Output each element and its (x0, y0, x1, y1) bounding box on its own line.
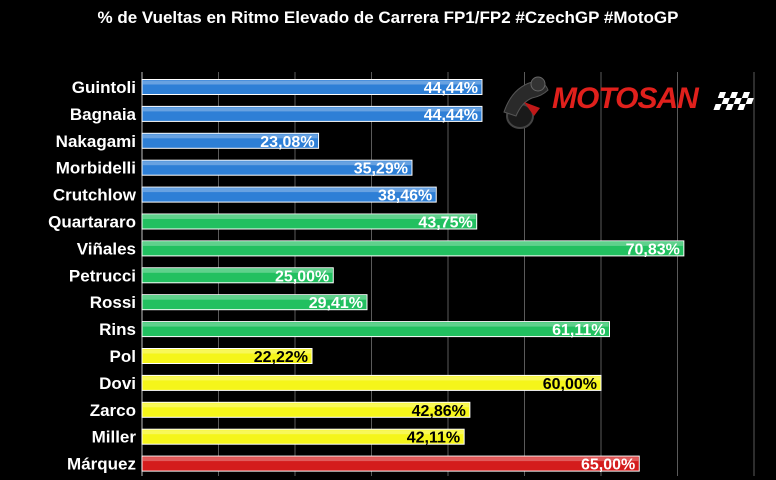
data-label: 60,00% (543, 376, 597, 393)
motosan-logo: MOTOSAN (498, 72, 760, 130)
bar (141, 240, 685, 257)
data-label: 22,22% (254, 349, 308, 366)
category-label: Guintoli (72, 78, 136, 97)
bar-highlight (143, 161, 411, 166)
bar (141, 159, 413, 176)
bar-highlight (143, 403, 469, 408)
bar (141, 105, 483, 122)
bar-highlight (143, 107, 481, 112)
bar (141, 374, 602, 391)
data-label: 23,08% (260, 134, 314, 151)
data-label: 43,75% (418, 215, 472, 232)
bar-highlight (143, 188, 436, 193)
bar-highlight (143, 349, 311, 354)
data-label: 70,83% (626, 241, 680, 258)
bar-highlight (143, 457, 639, 462)
category-label: Zarco (90, 401, 136, 420)
bar (141, 213, 478, 230)
data-label: 61,11% (552, 322, 605, 339)
category-label: Rossi (90, 293, 136, 312)
category-label: Viñales (77, 239, 136, 258)
data-label: 25,00% (275, 268, 329, 285)
data-label: 29,41% (309, 295, 363, 312)
bar (141, 132, 320, 149)
bar-highlight (143, 376, 600, 381)
data-label: 44,44% (424, 107, 478, 124)
category-label: Morbidelli (56, 159, 136, 178)
bar-highlight (143, 215, 476, 219)
bar-highlight (143, 268, 333, 273)
category-label: Dovi (99, 374, 136, 393)
data-label: 42,11% (407, 430, 460, 447)
bar (141, 455, 640, 472)
data-label: 65,00% (581, 457, 635, 474)
bar-highlight (143, 430, 464, 435)
data-label: 44,44% (424, 80, 478, 97)
bar-highlight (143, 295, 366, 300)
bar (141, 294, 368, 311)
bar (141, 348, 313, 364)
category-label: Márquez (67, 455, 136, 474)
data-label: 38,46% (378, 188, 432, 205)
category-label: Crutchlow (53, 186, 137, 205)
logo-wordmark: MOTOSAN (552, 82, 699, 116)
category-label: Nakagami (56, 132, 136, 151)
bar-highlight (143, 322, 609, 327)
logo-text-san: SAN (637, 82, 698, 115)
bar (141, 79, 483, 95)
category-label: Rins (99, 320, 136, 339)
bar (141, 428, 465, 445)
category-label: Petrucci (69, 266, 136, 285)
category-label: Pol (110, 347, 136, 366)
logo-text-moto: MOTO (552, 82, 638, 115)
chart-title: % de Vueltas en Ritmo Elevado de Carrera… (97, 8, 679, 27)
data-label: 35,29% (354, 161, 408, 178)
bar-highlight (143, 134, 318, 139)
checkered-flag-icon (713, 92, 754, 110)
bar (141, 186, 437, 203)
bar (141, 321, 610, 338)
category-label: Miller (92, 428, 137, 447)
bar (141, 401, 471, 418)
category-label: Quartararo (48, 213, 136, 232)
category-label: Bagnaia (70, 105, 137, 124)
bar (141, 267, 334, 284)
data-label: 42,86% (412, 403, 466, 420)
bar-highlight (143, 80, 481, 85)
motorcycle-rider-icon (503, 76, 549, 129)
bar-highlight (143, 241, 683, 246)
